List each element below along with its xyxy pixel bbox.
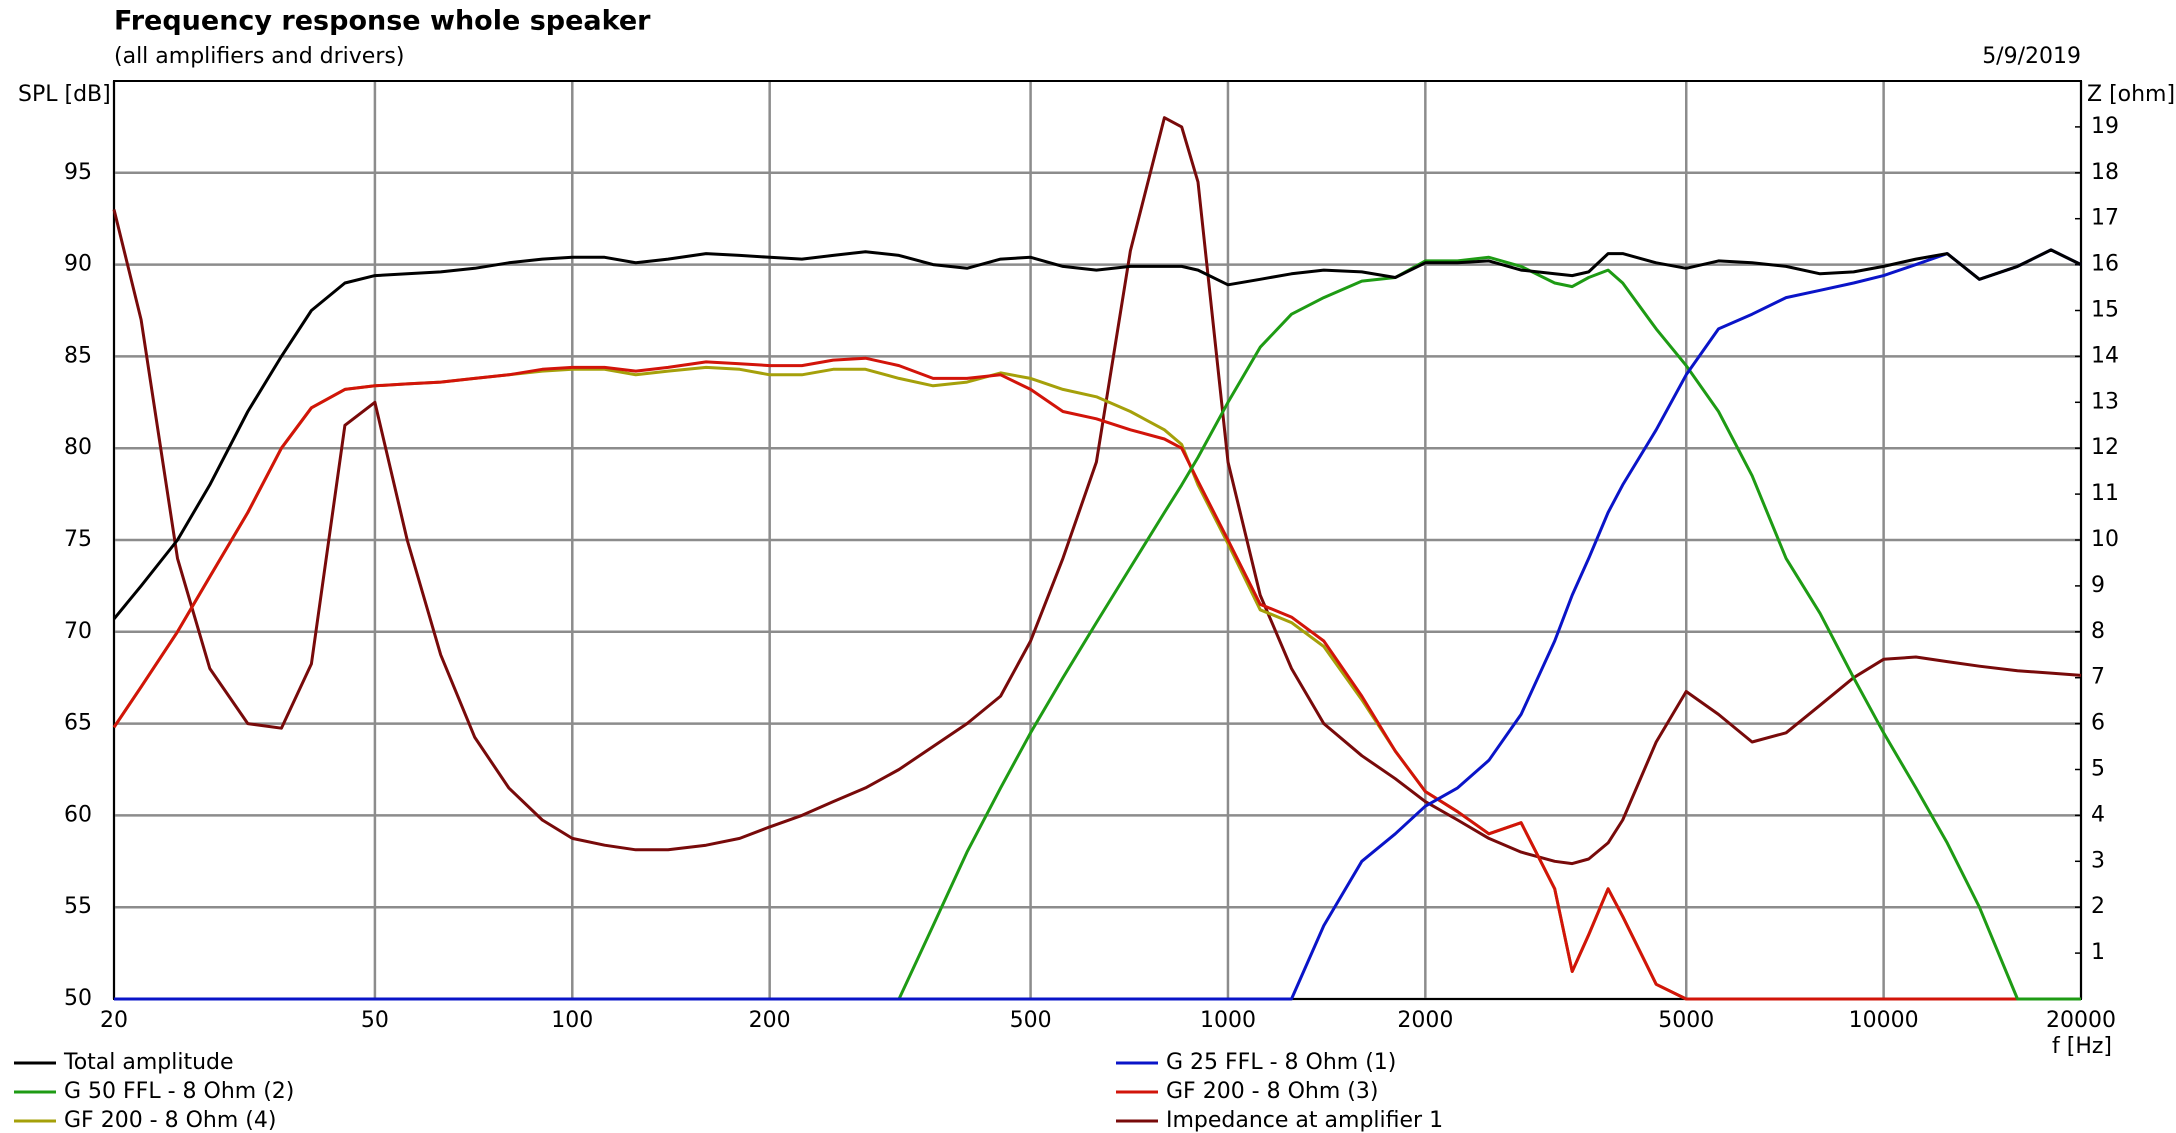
y2-tick-label: 11	[2091, 481, 2119, 506]
y2-tick-label: 14	[2091, 343, 2119, 368]
series-line	[114, 248, 2082, 1001]
x-tick-label: 200	[749, 1008, 791, 1033]
x-axis-label: f [Hz]	[2052, 1034, 2112, 1059]
y-tick-label: 90	[64, 252, 92, 277]
y-tick-label: 70	[64, 619, 92, 644]
legend-label: Total amplitude	[63, 1050, 234, 1075]
y-tick-label: 60	[64, 802, 92, 827]
y2-axis-label: Z [ohm]	[2087, 82, 2175, 107]
y2-tick-label: 7	[2091, 665, 2105, 690]
series-line	[112, 248, 2082, 620]
y-tick-label: 85	[64, 343, 92, 368]
y2-tick-label: 15	[2091, 298, 2119, 323]
chart-title: Frequency response whole speaker	[114, 6, 651, 37]
x-tick-label: 100	[551, 1008, 593, 1033]
chart-date: 5/9/2019	[1982, 44, 2081, 69]
x-tick-label: 20000	[2046, 1008, 2116, 1033]
y-tick-label: 50	[64, 986, 92, 1011]
y2-tick-label: 3	[2091, 848, 2105, 873]
y-tick-label: 55	[64, 894, 92, 919]
y-tick-label: 75	[64, 527, 92, 552]
series-line	[112, 116, 2082, 866]
y2-tick-label: 5	[2091, 757, 2105, 782]
x-tick-label: 10000	[1849, 1008, 1919, 1033]
y2-tick-label: 2	[2091, 894, 2105, 919]
y2-tick-label: 19	[2091, 114, 2119, 139]
y2-tick-label: 6	[2091, 711, 2105, 736]
y2-tick-label: 8	[2091, 619, 2105, 644]
y2-tick-label: 16	[2091, 252, 2119, 277]
legend-label: GF 200 - 8 Ohm (3)	[1166, 1079, 1378, 1104]
y2-tick-label: 12	[2091, 435, 2119, 460]
y2-tick-label: 17	[2091, 206, 2119, 231]
legend-label: Impedance at amplifier 1	[1166, 1108, 1443, 1133]
x-tick-label: 500	[1010, 1008, 1052, 1033]
x-tick-label: 5000	[1658, 1008, 1714, 1033]
x-tick-label: 2000	[1397, 1008, 1453, 1033]
x-tick-label: 1000	[1200, 1008, 1256, 1033]
x-tick-label: 20	[100, 1008, 128, 1033]
y-axis-label: SPL [dB]	[18, 82, 111, 107]
y2-tick-label: 4	[2091, 802, 2105, 827]
y2-tick-label: 18	[2091, 160, 2119, 185]
y-tick-label: 65	[64, 711, 92, 736]
series-line	[112, 356, 2081, 1001]
legend-label: G 50 FFL - 8 Ohm (2)	[64, 1079, 294, 1104]
y-tick-label: 80	[64, 435, 92, 460]
legend-label: GF 200 - 8 Ohm (4)	[64, 1108, 276, 1133]
x-tick-label: 50	[361, 1008, 389, 1033]
y-tick-label: 95	[64, 160, 92, 185]
legend-label: G 25 FFL - 8 Ohm (1)	[1166, 1050, 1396, 1075]
y2-tick-label: 10	[2091, 527, 2119, 552]
y2-tick-label: 1	[2091, 940, 2105, 965]
series-line	[114, 255, 2081, 1001]
chart-subtitle: (all amplifiers and drivers)	[114, 44, 404, 69]
y2-tick-label: 9	[2091, 573, 2105, 598]
y2-tick-label: 13	[2091, 389, 2119, 414]
